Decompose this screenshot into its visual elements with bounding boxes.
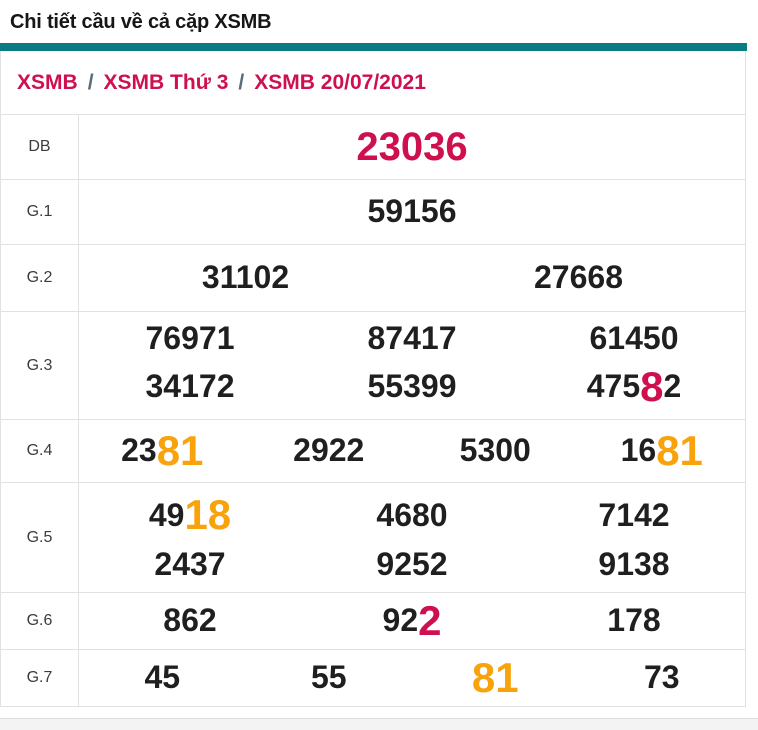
digit-segment: 45 bbox=[144, 659, 181, 696]
prize-number: 23036 bbox=[79, 126, 745, 168]
prize-row: DB 23036 bbox=[1, 115, 745, 180]
digit-segment: 4680 bbox=[376, 496, 448, 533]
prize-number: 31102 bbox=[79, 261, 412, 295]
prize-number: 9138 bbox=[523, 545, 745, 582]
digit-segment: 59156 bbox=[367, 193, 457, 230]
prize-number: 55 bbox=[246, 656, 413, 700]
prize-number: 92 2 bbox=[301, 596, 523, 644]
prize-values: 23 81 2922 5300 16 81 bbox=[79, 420, 745, 482]
prize-number: 87417 bbox=[301, 319, 523, 356]
highlighted-digit-segment: 23036 bbox=[356, 125, 468, 169]
prize-number: 23 81 bbox=[79, 426, 246, 474]
prize-row: G.4 23 81 2922 5300 16 81 bbox=[1, 420, 745, 483]
breadcrumb-separator: / bbox=[238, 70, 245, 94]
prize-number: 45 bbox=[79, 656, 246, 700]
digit-segment: 61450 bbox=[589, 319, 679, 356]
prize-row: G.7 45 55 81 73 bbox=[1, 650, 745, 707]
breadcrumb-link[interactable]: XSMB Thứ 3 bbox=[103, 70, 229, 94]
highlighted-digit-segment: 2 bbox=[418, 596, 442, 644]
digit-segment: 2 bbox=[663, 368, 682, 405]
digit-segment: 49 bbox=[148, 496, 185, 533]
prize-values: 45 55 81 73 bbox=[79, 650, 745, 706]
prize-number: 34172 bbox=[79, 365, 301, 409]
digit-segment: 92 bbox=[382, 602, 419, 639]
digit-segment: 34172 bbox=[145, 368, 235, 405]
highlighted-digit-segment: 18 bbox=[184, 491, 232, 539]
prize-label: G.5 bbox=[1, 483, 79, 592]
highlighted-digit-segment: 8 bbox=[640, 363, 664, 411]
prize-row: G.1 59156 bbox=[1, 180, 745, 245]
digit-segment: 55 bbox=[310, 659, 347, 696]
prize-values: 49 18 4680 7142 2437 9252 9138 bbox=[79, 483, 745, 592]
prize-number: 55399 bbox=[301, 365, 523, 409]
digit-segment: 27668 bbox=[534, 259, 623, 296]
digit-segment: 55399 bbox=[367, 368, 457, 405]
prize-label: G.6 bbox=[1, 593, 79, 649]
prize-number: 76971 bbox=[79, 319, 301, 356]
digit-segment: 5300 bbox=[459, 432, 531, 469]
prize-number: 2922 bbox=[246, 429, 413, 473]
highlighted-digit-segment: 81 bbox=[156, 426, 204, 474]
prize-values: 862 92 2 178 bbox=[79, 593, 745, 649]
highlighted-digit-segment: 81 bbox=[471, 653, 519, 701]
prize-row: G.2 31102 27668 bbox=[1, 245, 745, 312]
prize-label: G.3 bbox=[1, 312, 79, 419]
prize-label: G.2 bbox=[1, 245, 79, 311]
digit-segment: 23 bbox=[121, 432, 157, 469]
digit-segment: 862 bbox=[163, 602, 217, 639]
digit-segment: 9138 bbox=[598, 545, 670, 582]
prize-label: DB bbox=[1, 115, 79, 179]
digit-segment: 7142 bbox=[598, 496, 670, 533]
prize-values: 31102 27668 bbox=[79, 245, 745, 311]
prize-number: 16 81 bbox=[579, 426, 746, 474]
prize-number: 475 8 2 bbox=[523, 365, 745, 409]
prize-label: G.1 bbox=[1, 180, 79, 244]
prize-label: G.7 bbox=[1, 650, 79, 706]
prize-number: 49 18 bbox=[79, 493, 301, 537]
prize-values: 76971 87417 61450 34172 55399 475 8 2 bbox=[79, 312, 745, 419]
prize-row: G.6 862 92 2 178 bbox=[1, 593, 745, 650]
prize-row: G.5 49 18 4680 7142 2437 9252 9138 bbox=[1, 483, 745, 593]
digit-segment: 178 bbox=[607, 602, 661, 639]
prize-number: 4680 bbox=[301, 493, 523, 537]
results-table: DB 23036 G.1 59156 G.2 31102 27668 G.3 76971 8741… bbox=[1, 115, 745, 707]
accent-bar bbox=[0, 43, 747, 51]
prize-number: 178 bbox=[523, 599, 745, 643]
breadcrumb-separator: / bbox=[87, 70, 94, 94]
prize-number: 7142 bbox=[523, 493, 745, 537]
digit-segment: 31102 bbox=[201, 259, 290, 296]
digit-segment: 9252 bbox=[376, 545, 448, 582]
prize-number: 5300 bbox=[412, 429, 579, 473]
prize-number: 862 bbox=[79, 599, 301, 643]
digit-segment: 87417 bbox=[367, 319, 457, 356]
breadcrumb-link[interactable]: XSMB bbox=[17, 70, 78, 94]
prize-number: 9252 bbox=[301, 545, 523, 582]
footer-strip bbox=[0, 718, 758, 730]
digit-segment: 76971 bbox=[145, 319, 235, 356]
prize-number: 59156 bbox=[79, 195, 745, 229]
prize-values: 23036 bbox=[79, 115, 745, 179]
digit-segment: 73 bbox=[643, 659, 680, 696]
prize-label: G.4 bbox=[1, 420, 79, 482]
digit-segment: 475 bbox=[586, 368, 641, 405]
prize-number: 73 bbox=[579, 656, 746, 700]
digit-segment: 2922 bbox=[293, 432, 365, 469]
prize-number: 81 bbox=[412, 653, 579, 701]
page-title: Chi tiết cầu về cả cặp XSMB bbox=[10, 11, 272, 33]
results-card: XSMB / XSMB Thứ 3 / XSMB 20/07/2021 DB 23036 G… bbox=[0, 51, 746, 707]
prize-row: G.3 76971 87417 61450 34172 55399 475 8 2 bbox=[1, 312, 745, 420]
prize-values: 59156 bbox=[79, 180, 745, 244]
prize-number: 27668 bbox=[412, 261, 745, 295]
prize-number: 2437 bbox=[79, 545, 301, 582]
breadcrumb: XSMB / XSMB Thứ 3 / XSMB 20/07/2021 bbox=[1, 51, 745, 115]
digit-segment: 16 bbox=[620, 432, 657, 469]
breadcrumb-link[interactable]: XSMB 20/07/2021 bbox=[254, 70, 426, 94]
digit-segment: 2437 bbox=[154, 545, 226, 582]
prize-number: 61450 bbox=[523, 319, 745, 356]
highlighted-digit-segment: 81 bbox=[656, 426, 703, 474]
